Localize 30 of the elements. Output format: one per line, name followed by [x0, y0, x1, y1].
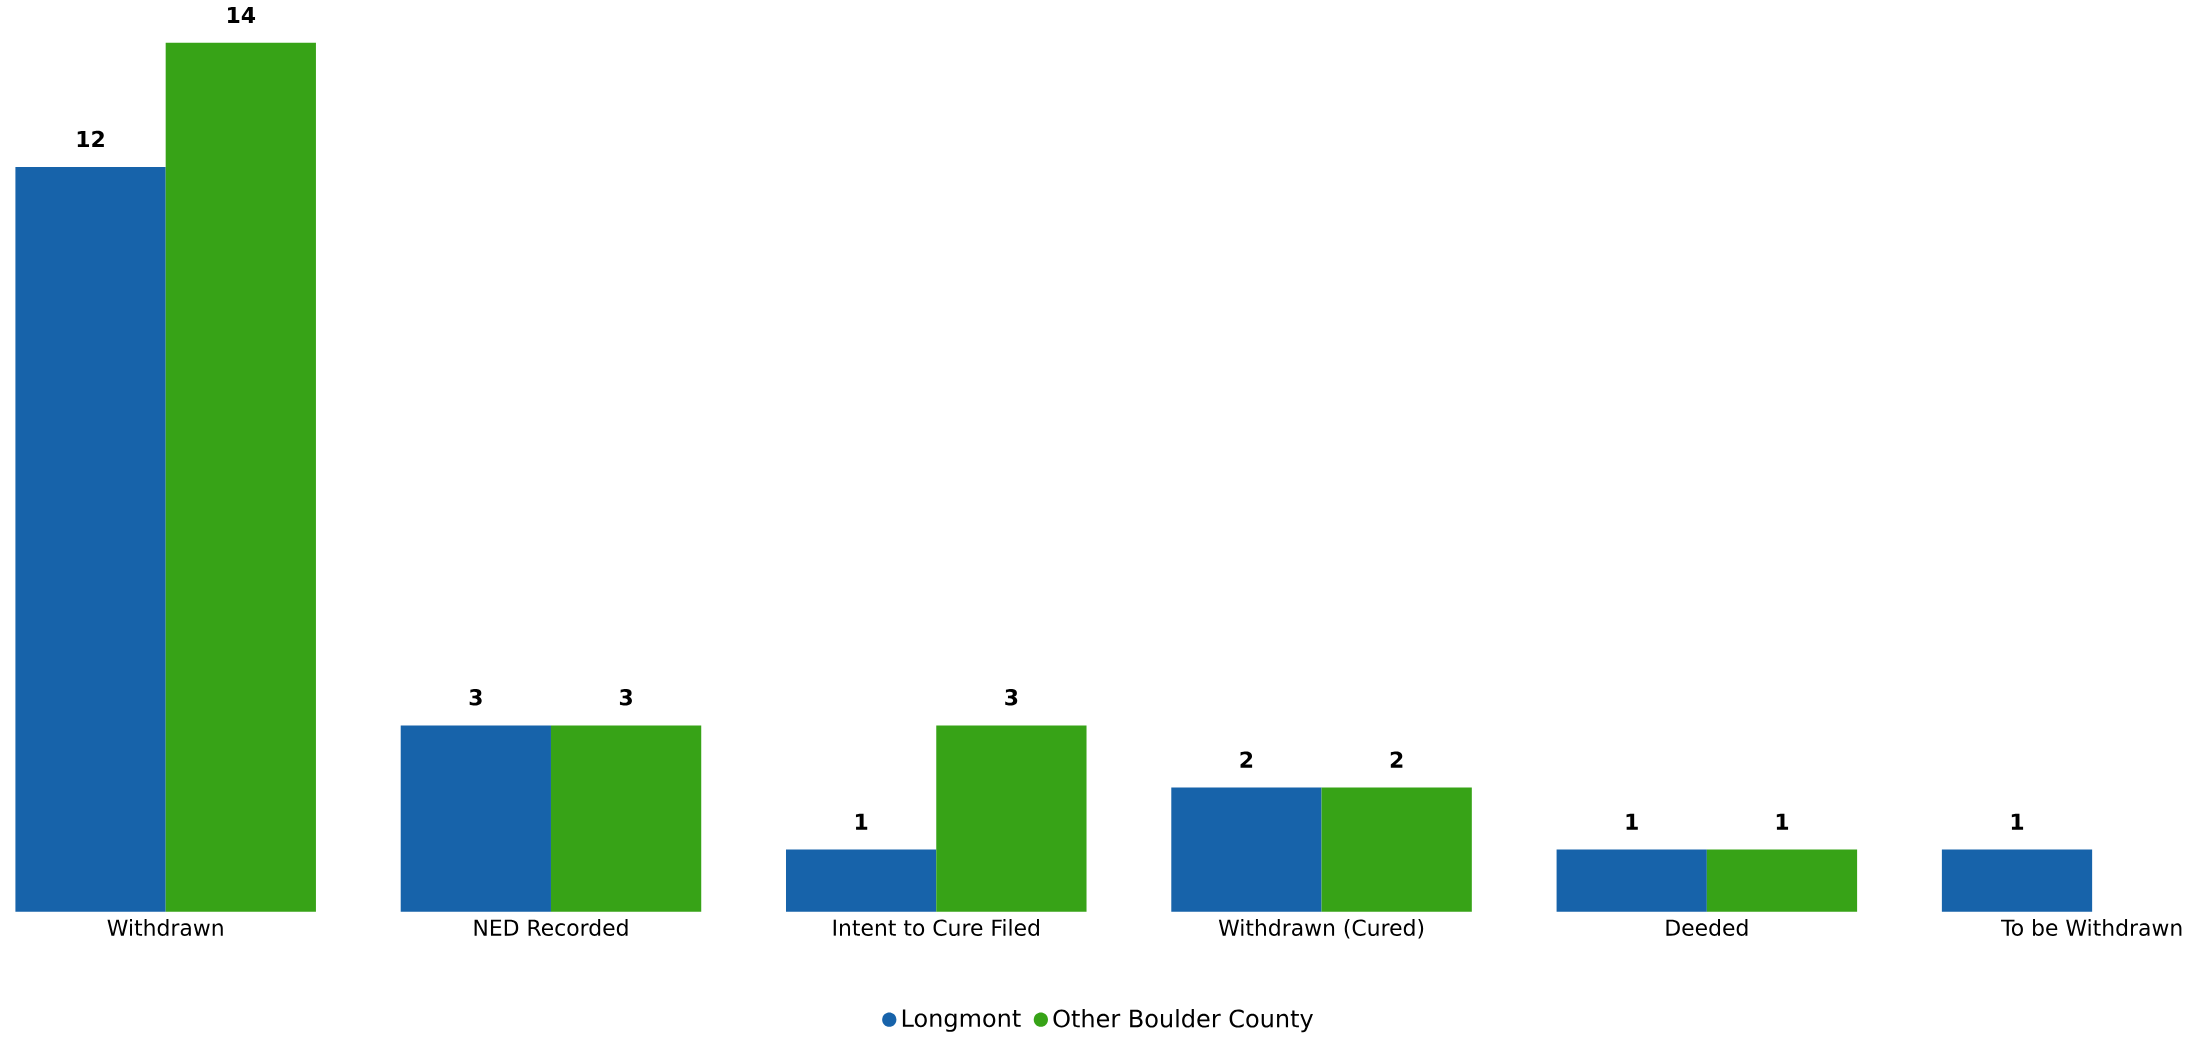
- data-label: 3: [1005, 689, 1018, 706]
- legend-label: Longmont: [902, 1009, 1021, 1032]
- data-label: 1: [855, 813, 868, 830]
- x-tick-label: Deeded: [1666, 919, 1748, 937]
- x-tick-label: To be Withdrawn: [2001, 919, 2182, 937]
- bar: [165, 42, 316, 912]
- data-label: 1: [2011, 813, 2024, 830]
- data-label: 12: [77, 130, 104, 148]
- data-label: 2: [1390, 751, 1403, 768]
- data-label: 1: [1626, 813, 1638, 830]
- bar: [786, 849, 937, 912]
- bar: [1556, 849, 1707, 912]
- x-tick-label: NED Recorded: [474, 919, 628, 937]
- data-label: 2: [1240, 751, 1253, 768]
- bar: [1706, 849, 1858, 912]
- x-tick-label: Withdrawn (Cured): [1218, 919, 1424, 939]
- bar: [550, 725, 702, 912]
- data-label: 14: [228, 7, 256, 24]
- legend-label: Other Boulder County: [1053, 1009, 1313, 1033]
- x-tick-label: Intent to Cure Filed: [833, 919, 1039, 937]
- bar: [1171, 787, 1322, 912]
- x-tick-label: Withdrawn: [107, 919, 223, 937]
- bar: [1321, 787, 1472, 912]
- data-label: 1: [1776, 813, 1789, 830]
- bar: [15, 167, 166, 912]
- data-label: 3: [469, 689, 482, 706]
- bar: [936, 725, 1087, 912]
- data-label: 3: [619, 689, 632, 706]
- bar: [400, 725, 551, 912]
- bar: [1941, 849, 2093, 912]
